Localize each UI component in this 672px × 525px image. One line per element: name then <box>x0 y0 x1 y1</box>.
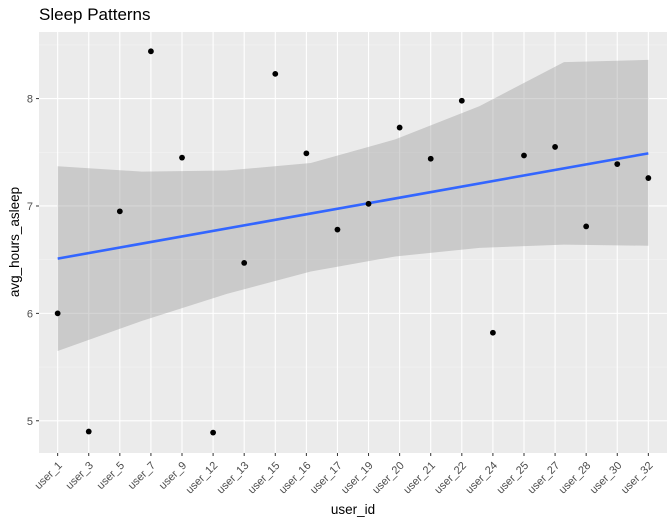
data-point <box>427 155 434 162</box>
x-tick-label: user_28 <box>557 460 594 497</box>
grid-lines <box>39 32 667 453</box>
x-tick-label: user_12 <box>184 460 221 497</box>
data-point <box>458 97 465 104</box>
data-point <box>614 161 621 167</box>
x-tick-label: user_32 <box>619 460 656 497</box>
chart-title: Sleep Patterns <box>39 5 151 24</box>
y-tick-label: 5 <box>27 416 33 428</box>
data-point <box>334 226 341 233</box>
x-tick-label: user_5 <box>95 460 127 492</box>
x-tick-label: user_7 <box>126 460 158 492</box>
x-tick-label: user_20 <box>370 460 407 497</box>
data-point <box>179 154 185 161</box>
data-point <box>552 144 558 150</box>
data-point <box>365 200 372 207</box>
x-tick-label: user_19 <box>339 460 376 497</box>
x-tick-label: user_3 <box>64 460 96 492</box>
x-tick-label: user_27 <box>526 460 563 497</box>
trend-line <box>57 152 649 260</box>
x-tick-label: user_17 <box>308 460 345 497</box>
data-point <box>645 175 652 181</box>
x-axis-ticks: user_1user_3user_5user_7user_9user_12use… <box>33 453 656 496</box>
x-tick-label: user_25 <box>495 460 532 497</box>
data-point <box>241 260 248 266</box>
x-tick-label: user_15 <box>246 460 283 497</box>
y-axis-ticks: 5 6 7 8 <box>27 94 39 428</box>
data-point <box>490 329 496 336</box>
data-point <box>148 48 154 55</box>
data-points <box>54 48 652 436</box>
x-tick-label: user_30 <box>588 460 625 497</box>
x-axis-title: user_id <box>331 502 375 517</box>
y-tick-label: 6 <box>27 308 33 320</box>
data-point <box>85 428 92 435</box>
y-tick-label: 8 <box>27 94 33 106</box>
data-point <box>396 124 403 131</box>
x-tick-label: user_24 <box>464 460 501 497</box>
x-tick-label: user_21 <box>401 460 438 497</box>
data-point <box>303 150 310 157</box>
data-point <box>210 429 216 436</box>
data-point <box>272 70 279 77</box>
y-tick-label: 7 <box>27 201 33 213</box>
x-tick-label: user_22 <box>432 460 469 497</box>
y-axis-title: avg_hours_asleep <box>7 187 22 297</box>
trend-line-group <box>57 152 649 260</box>
data-point <box>583 223 590 230</box>
x-tick-label: user_13 <box>215 460 252 497</box>
data-point <box>116 208 123 215</box>
data-point <box>521 152 527 159</box>
x-tick-label: user_1 <box>33 460 65 492</box>
x-tick-label: user_16 <box>277 460 314 497</box>
data-point <box>54 310 61 317</box>
